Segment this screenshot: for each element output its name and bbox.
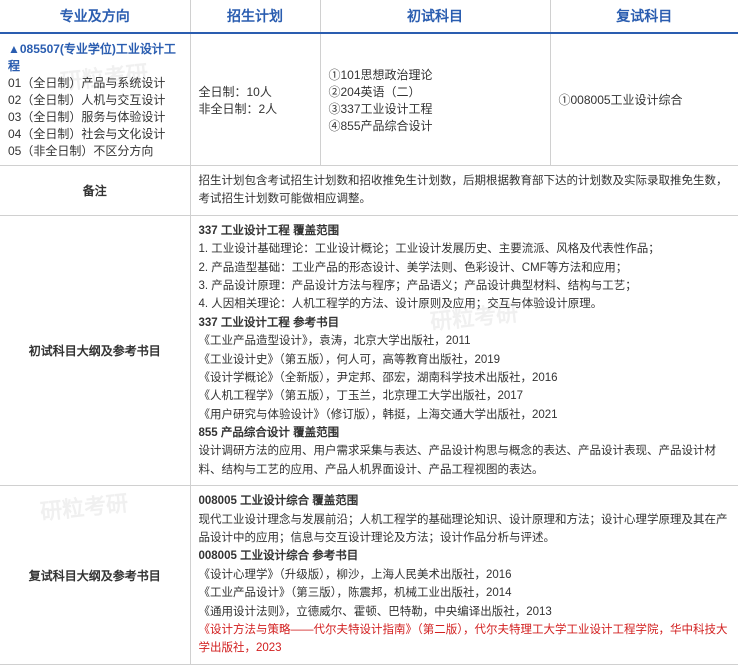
primary-outline-content: 337 工业设计工程 覆盖范围 1. 工业设计基础理论：工业设计概论；工业设计发… <box>190 215 738 485</box>
s337-item-3: 4. 人因相关理论：人机工程学的方法、设计原则及应用；交互与体验设计原理。 <box>199 295 731 313</box>
header-row: 专业及方向 招生计划 初试科目 复试科目 <box>0 0 738 33</box>
admission-table: 专业及方向 招生计划 初试科目 复试科目 ▲085507(专业学位)工业设计工程… <box>0 0 738 665</box>
direction-3: 04（全日制）社会与文化设计 <box>8 125 182 142</box>
s337-item-0: 1. 工业设计基础理论：工业设计概论；工业设计发展历史、主要流派、风格及代表性作… <box>199 240 731 258</box>
major-cell: ▲085507(专业学位)工业设计工程 01（全日制）产品与系统设计 02（全日… <box>0 33 190 166</box>
primary-cell: ①101思想政治理论 ②204英语（二） ③337工业设计工程 ④855产品综合… <box>320 33 550 166</box>
retest-red-ref: 《设计方法与策略——代尔夫特设计指南》（第二版），代尔夫特理工大学工业设计工程学… <box>199 621 731 658</box>
plan-cell: 全日制：10人 非全日制：2人 <box>190 33 320 166</box>
primary-0: ①101思想政治理论 <box>329 66 542 83</box>
primary-1: ②204英语（二） <box>329 83 542 100</box>
s337-title: 337 工业设计工程 覆盖范围 <box>199 222 731 240</box>
retest-outline-content: 008005 工业设计综合 覆盖范围 现代工业设计理念与发展前沿；人机工程学的基… <box>190 486 738 665</box>
s337-item-2: 3. 产品设计原理：产品设计方法与程序；产品语义；产品设计典型材料、结构与工艺； <box>199 277 731 295</box>
major-row: ▲085507(专业学位)工业设计工程 01（全日制）产品与系统设计 02（全日… <box>0 33 738 166</box>
s855-title: 855 产品综合设计 覆盖范围 <box>199 424 731 442</box>
retest-cov-text: 现代工业设计理念与发展前沿；人机工程学的基础理论知识、设计原理和方法；设计心理学… <box>199 511 731 548</box>
page-container: 研粒考研 研粒考研 研粒考研 专业及方向 招生计划 初试科目 复试科目 ▲085… <box>0 0 738 665</box>
direction-1: 02（全日制）人机与交互设计 <box>8 91 182 108</box>
s337-ref-title: 337 工业设计工程 参考书目 <box>199 314 731 332</box>
header-major: 专业及方向 <box>0 0 190 33</box>
retest-outline-row: 复试科目大纲及参考书目 008005 工业设计综合 覆盖范围 现代工业设计理念与… <box>0 486 738 665</box>
primary-outline-row: 初试科目大纲及参考书目 337 工业设计工程 覆盖范围 1. 工业设计基础理论：… <box>0 215 738 485</box>
header-retest: 复试科目 <box>550 0 738 33</box>
direction-2: 03（全日制）服务与体验设计 <box>8 108 182 125</box>
direction-4: 05（非全日制）不区分方向 <box>8 142 182 159</box>
s337-ref-0: 《工业产品造型设计》，袁涛，北京大学出版社，2011 <box>199 332 731 350</box>
primary-3: ④855产品综合设计 <box>329 117 542 134</box>
plan-1: 非全日制：2人 <box>199 100 312 117</box>
header-plan: 招生计划 <box>190 0 320 33</box>
s337-ref-3: 《人机工程学》（第五版），丁玉兰，北京理工大学出版社，2017 <box>199 387 731 405</box>
remark-label: 备注 <box>0 166 190 216</box>
major-title: ▲085507(专业学位)工业设计工程 <box>8 40 182 74</box>
s855-text: 设计调研方法的应用、用户需求采集与表达、产品设计构思与概念的表达、产品设计表现、… <box>199 442 731 479</box>
primary-2: ③337工业设计工程 <box>329 100 542 117</box>
retest-ref-0: 《设计心理学》（升级版），柳沙，上海人民美术出版社，2016 <box>199 566 731 584</box>
retest-ref-title: 008005 工业设计综合 参考书目 <box>199 547 731 565</box>
retest-cell: ①008005工业设计综合 <box>550 33 738 166</box>
s337-ref-2: 《设计学概论》（全新版），尹定邦、邵宏，湖南科学技术出版社，2016 <box>199 369 731 387</box>
remark-text: 招生计划包含考试招生计划数和招收推免生计划数，后期根据教育部下达的计划数及实际录… <box>190 166 738 216</box>
retest-ref-2: 《通用设计法则》，立德威尔、霍顿、巴特勒，中央编译出版社，2013 <box>199 603 731 621</box>
s337-item-1: 2. 产品造型基础：工业产品的形态设计、美学法则、色彩设计、CMF等方法和应用； <box>199 259 731 277</box>
retest-outline-label: 复试科目大纲及参考书目 <box>0 486 190 665</box>
remark-row: 备注 招生计划包含考试招生计划数和招收推免生计划数，后期根据教育部下达的计划数及… <box>0 166 738 216</box>
direction-0: 01（全日制）产品与系统设计 <box>8 74 182 91</box>
plan-0: 全日制：10人 <box>199 83 312 100</box>
s337-ref-1: 《工业设计史》（第五版），何人可，高等教育出版社，2019 <box>199 351 731 369</box>
s337-ref-4: 《用户研究与体验设计》（修订版），韩挺，上海交通大学出版社，2021 <box>199 406 731 424</box>
retest-cov-title: 008005 工业设计综合 覆盖范围 <box>199 492 731 510</box>
retest-ref-1: 《工业产品设计》（第三版），陈震邦，机械工业出版社，2014 <box>199 584 731 602</box>
primary-outline-label: 初试科目大纲及参考书目 <box>0 215 190 485</box>
header-primary: 初试科目 <box>320 0 550 33</box>
